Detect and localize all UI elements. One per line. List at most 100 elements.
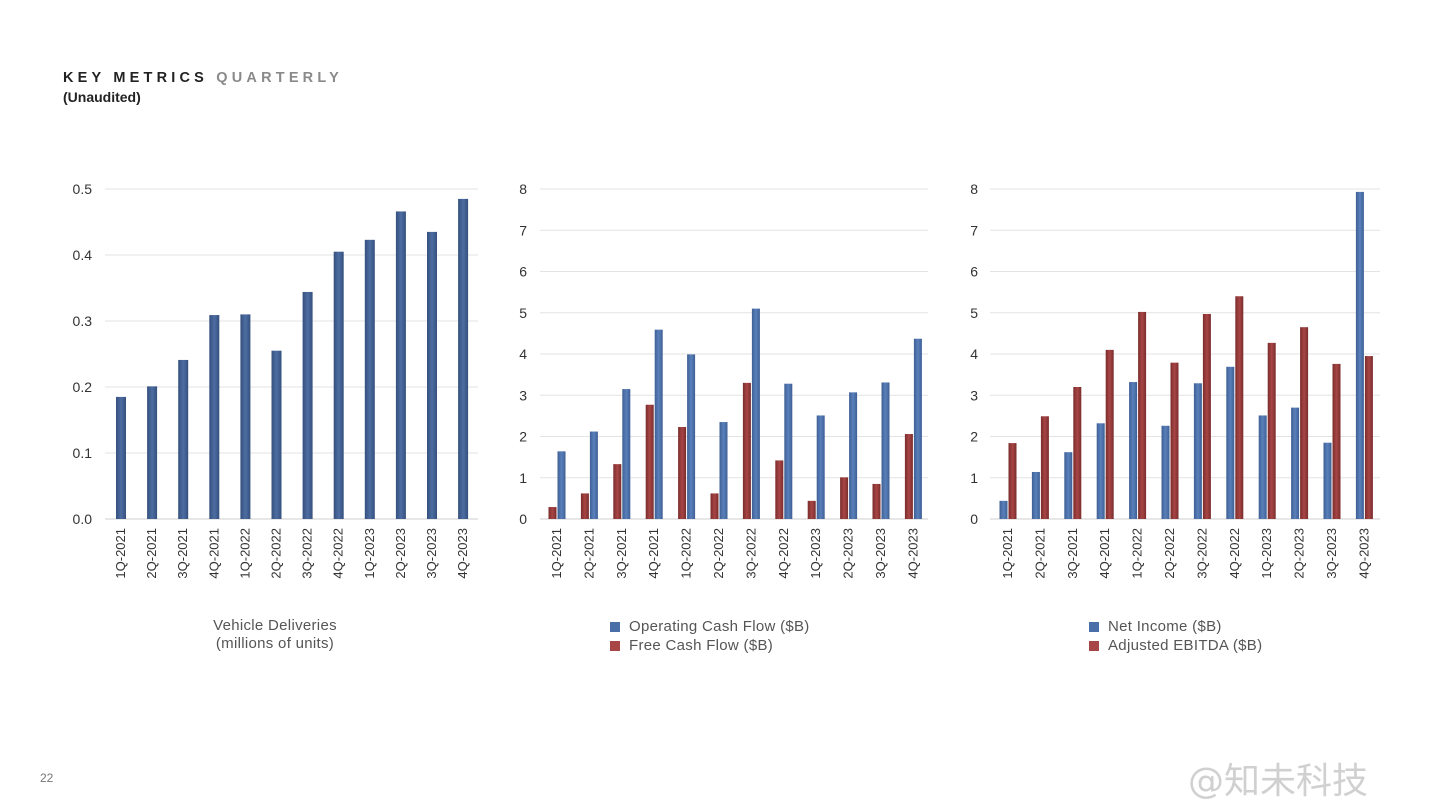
x-tick-label: 2Q-2021 xyxy=(1032,528,1047,579)
bar-adjusted-ebitda xyxy=(1170,362,1179,519)
x-tick-label: 4Q-2021 xyxy=(206,528,221,579)
bar-free-cash-flow xyxy=(645,404,654,519)
x-tick-label: 3Q-2022 xyxy=(300,528,315,579)
x-tick-label: 3Q-2021 xyxy=(1065,528,1080,579)
bar-adjusted-ebitda xyxy=(1008,443,1017,519)
bar-adjusted-ebitda xyxy=(1138,311,1147,519)
y-tick-label: 0.1 xyxy=(73,445,93,461)
bar-operating-cash-flow xyxy=(687,354,696,519)
bar-net-income xyxy=(1258,415,1267,519)
bar-vehicle-deliveries xyxy=(178,359,189,519)
x-tick-label: 4Q-2021 xyxy=(646,528,661,579)
y-tick-label: 5 xyxy=(970,305,978,321)
bar-operating-cash-flow xyxy=(751,308,760,519)
bar-operating-cash-flow xyxy=(589,431,598,519)
y-tick-label: 1 xyxy=(970,470,978,486)
x-tick-label: 3Q-2023 xyxy=(424,528,439,579)
cash-flow-chart: 0 1 2 3 4 5 6 7 8 1Q-2021 2Q-2021 3Q-2021 4Q-2021 1Q-… xyxy=(519,181,928,579)
bar-net-income xyxy=(1096,423,1105,519)
title-key-metrics: KEY METRICS xyxy=(63,70,209,86)
bar-net-income xyxy=(1129,382,1138,519)
legend-swatch-red xyxy=(610,640,620,651)
bar-adjusted-ebitda xyxy=(1202,313,1211,519)
y-tick-label: 0 xyxy=(519,511,527,527)
cash-flow-legend: Operating Cash Flow ($B) Free Cash Flow … xyxy=(610,617,810,655)
x-tick-label: 4Q-2023 xyxy=(905,528,920,579)
x-tick-label: 3Q-2021 xyxy=(614,528,629,579)
x-tick-label: 1Q-2023 xyxy=(808,528,823,579)
x-tick-label: 3Q-2022 xyxy=(1194,528,1209,579)
bar-operating-cash-flow xyxy=(557,451,566,519)
x-tick-label: 1Q-2021 xyxy=(549,528,564,579)
vehicle-deliveries-chart: 0.0 0.1 0.2 0.3 0.4 0.5 1Q-2021 2Q-2021 3Q-2021 4… xyxy=(73,181,478,579)
income-ebitda-legend: Net Income ($B) Adjusted EBITDA ($B) xyxy=(1089,617,1262,655)
bar-net-income xyxy=(999,500,1008,519)
bar-adjusted-ebitda xyxy=(1267,342,1276,519)
bar-operating-cash-flow xyxy=(849,392,858,519)
bar-vehicle-deliveries xyxy=(427,231,437,519)
x-tick-label: 3Q-2023 xyxy=(1324,528,1339,579)
x-tick-label: 4Q-2021 xyxy=(1097,528,1112,579)
x-tick-label: 2Q-2023 xyxy=(1292,528,1307,579)
bar-operating-cash-flow xyxy=(816,415,825,519)
x-tick-label: 2Q-2022 xyxy=(1162,528,1177,579)
x-tick-label: 3Q-2023 xyxy=(873,528,888,579)
y-tick-label: 6 xyxy=(519,264,527,280)
y-tick-label: 4 xyxy=(970,346,978,362)
x-tick-label: 1Q-2022 xyxy=(237,528,252,579)
bar-vehicle-deliveries xyxy=(271,350,282,519)
legend-free-cash-flow: Free Cash Flow ($B) xyxy=(610,636,810,655)
bar-free-cash-flow xyxy=(548,507,557,519)
bar-free-cash-flow xyxy=(613,464,622,519)
bar-adjusted-ebitda xyxy=(1105,349,1114,519)
bar-adjusted-ebitda xyxy=(1300,327,1309,519)
bar-operating-cash-flow xyxy=(622,389,631,519)
title-quarterly: QUARTERLY xyxy=(216,70,343,86)
bar-vehicle-deliveries xyxy=(333,251,344,519)
y-tick-label: 3 xyxy=(519,387,527,403)
bar-free-cash-flow xyxy=(807,500,816,519)
legend-swatch-blue xyxy=(610,621,620,632)
bar-vehicle-deliveries xyxy=(116,396,126,519)
bar-operating-cash-flow xyxy=(654,329,663,519)
y-tick-label: 0.4 xyxy=(73,247,93,263)
bar-vehicle-deliveries xyxy=(147,386,158,519)
x-tick-label: 1Q-2022 xyxy=(1130,528,1145,579)
x-tick-label: 2Q-2022 xyxy=(269,528,284,579)
x-tick-label: 2Q-2021 xyxy=(144,528,159,579)
x-tick-label: 1Q-2021 xyxy=(113,528,128,579)
x-tick-label: 2Q-2022 xyxy=(711,528,726,579)
bar-operating-cash-flow xyxy=(719,422,728,519)
page-number: 22 xyxy=(40,771,54,785)
y-tick-label: 0.2 xyxy=(73,379,93,395)
bar-vehicle-deliveries xyxy=(209,315,220,519)
bar-vehicle-deliveries xyxy=(302,291,313,519)
x-tick-label: 1Q-2021 xyxy=(1000,528,1015,579)
y-tick-label: 3 xyxy=(970,387,978,403)
bar-net-income xyxy=(1064,452,1073,519)
bar-net-income xyxy=(1226,366,1235,519)
legend-label: Free Cash Flow ($B) xyxy=(629,637,774,654)
legend-label: Net Income ($B) xyxy=(1108,618,1222,635)
income-ebitda-chart: 0 1 2 3 4 5 6 7 8 1Q-2021 2Q-2021 3Q-2021 4Q-2021 1Q-… xyxy=(970,181,1380,579)
bar-free-cash-flow xyxy=(742,382,751,519)
bar-net-income xyxy=(1161,425,1170,519)
bar-free-cash-flow xyxy=(872,483,881,519)
y-tick-label: 5 xyxy=(519,305,527,321)
y-tick-label: 0.0 xyxy=(73,511,93,527)
deliveries-caption: Vehicle Deliveries (millions of units) xyxy=(160,617,390,653)
bar-adjusted-ebitda xyxy=(1040,416,1049,519)
bar-free-cash-flow xyxy=(678,427,687,519)
y-tick-label: 8 xyxy=(519,181,527,197)
y-tick-label: 6 xyxy=(970,264,978,280)
legend-operating-cash-flow: Operating Cash Flow ($B) xyxy=(610,617,810,636)
y-tick-label: 0 xyxy=(970,511,978,527)
x-tick-label: 4Q-2023 xyxy=(455,528,470,579)
x-tick-label: 2Q-2021 xyxy=(581,528,596,579)
bar-vehicle-deliveries xyxy=(240,314,251,519)
watermark: @知未科技 xyxy=(1188,761,1369,802)
bar-net-income xyxy=(1031,471,1040,519)
bar-vehicle-deliveries xyxy=(364,239,375,519)
x-tick-label: 1Q-2022 xyxy=(679,528,694,579)
x-tick-label: 1Q-2023 xyxy=(1259,528,1274,579)
